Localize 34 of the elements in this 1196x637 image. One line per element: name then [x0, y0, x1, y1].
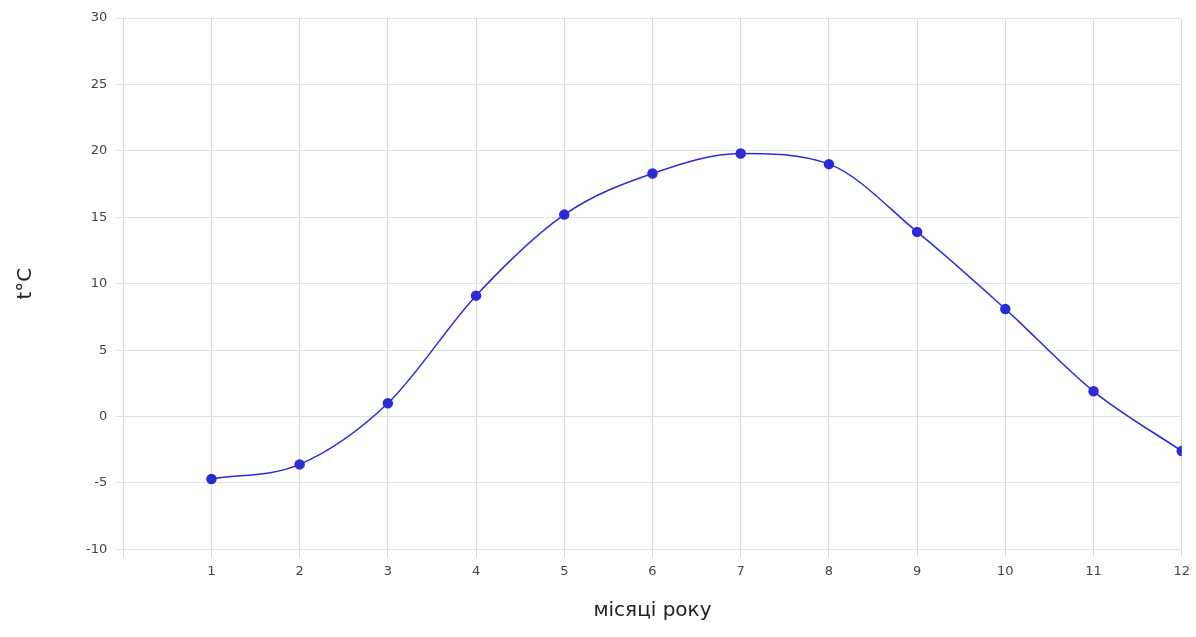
y-tick-label: 20 — [90, 142, 108, 158]
x-tick-label: 12 — [1173, 562, 1190, 578]
point — [470, 290, 482, 301]
point — [823, 158, 835, 170]
point — [1088, 386, 1099, 397]
y-tick-label: 30 — [90, 9, 108, 25]
y-axis-title: t°C — [12, 267, 37, 300]
y-tick-label: 0 — [98, 407, 108, 423]
x-tick-label: 6 — [648, 562, 657, 578]
x-axis-title: місяці року — [593, 597, 712, 622]
x-tick-label: 4 — [471, 562, 481, 578]
point — [647, 168, 658, 179]
x-tick-label: 3 — [383, 562, 392, 578]
y-tick-label: -10 — [86, 540, 108, 556]
x-tick-label: 9 — [912, 562, 922, 578]
y-tick-label: 10 — [90, 275, 108, 291]
y-tick-label: 25 — [90, 75, 108, 91]
point — [911, 226, 923, 238]
x-tick-label: 10 — [997, 562, 1014, 578]
y-tick-label: -5 — [94, 474, 108, 490]
point — [382, 398, 394, 409]
x-tick-label: 1 — [207, 562, 216, 578]
point — [735, 148, 746, 159]
point — [206, 473, 217, 485]
point — [294, 459, 305, 470]
x-tick-label: 8 — [824, 562, 834, 578]
x-tick-label: 2 — [295, 562, 304, 578]
x-tick-label: 11 — [1085, 562, 1102, 578]
x-tick-label: 5 — [560, 562, 569, 578]
x-tick-label: 7 — [736, 562, 745, 578]
point — [559, 209, 570, 220]
y-tick-label: 5 — [98, 341, 108, 357]
y-tick-label: 15 — [90, 208, 108, 224]
point — [1000, 303, 1011, 315]
